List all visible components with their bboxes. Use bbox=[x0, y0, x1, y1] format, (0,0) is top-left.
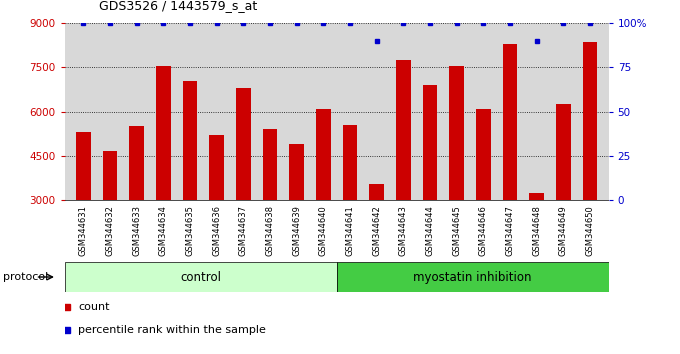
Bar bbox=[236, 88, 251, 200]
Bar bbox=[289, 144, 304, 200]
Bar bbox=[337, 262, 609, 292]
Bar bbox=[209, 135, 224, 200]
Text: GSM344647: GSM344647 bbox=[505, 205, 515, 256]
Text: GSM344639: GSM344639 bbox=[292, 205, 301, 256]
Bar bbox=[396, 60, 411, 200]
Text: GSM344634: GSM344634 bbox=[158, 205, 168, 256]
Text: GSM344642: GSM344642 bbox=[372, 205, 381, 256]
Bar bbox=[316, 109, 330, 200]
Text: GSM344641: GSM344641 bbox=[345, 205, 354, 256]
Bar bbox=[76, 132, 90, 200]
Bar bbox=[583, 42, 597, 200]
Bar bbox=[422, 85, 437, 200]
Bar bbox=[262, 129, 277, 200]
Text: percentile rank within the sample: percentile rank within the sample bbox=[78, 325, 266, 335]
Bar bbox=[129, 126, 144, 200]
Text: GSM344648: GSM344648 bbox=[532, 205, 541, 256]
Text: GSM344649: GSM344649 bbox=[559, 205, 568, 256]
Text: GSM344632: GSM344632 bbox=[105, 205, 114, 256]
Text: GSM344650: GSM344650 bbox=[585, 205, 594, 256]
Text: GSM344631: GSM344631 bbox=[79, 205, 88, 256]
Bar bbox=[343, 125, 357, 200]
Bar bbox=[556, 104, 571, 200]
Bar bbox=[103, 152, 117, 200]
Bar bbox=[529, 193, 544, 200]
Text: count: count bbox=[78, 302, 109, 312]
Text: GSM344636: GSM344636 bbox=[212, 205, 221, 256]
Text: GSM344637: GSM344637 bbox=[239, 205, 248, 256]
Text: GSM344638: GSM344638 bbox=[265, 205, 275, 256]
Bar bbox=[65, 262, 337, 292]
Bar bbox=[476, 109, 490, 200]
Bar bbox=[503, 44, 517, 200]
Text: GSM344644: GSM344644 bbox=[426, 205, 435, 256]
Text: GSM344635: GSM344635 bbox=[186, 205, 194, 256]
Bar bbox=[183, 80, 197, 200]
Text: GSM344645: GSM344645 bbox=[452, 205, 461, 256]
Text: myostatin inhibition: myostatin inhibition bbox=[413, 270, 532, 284]
Text: control: control bbox=[180, 270, 221, 284]
Bar bbox=[369, 184, 384, 200]
Text: protocol: protocol bbox=[3, 272, 49, 282]
Text: GSM344646: GSM344646 bbox=[479, 205, 488, 256]
Text: GDS3526 / 1443579_s_at: GDS3526 / 1443579_s_at bbox=[99, 0, 257, 12]
Bar bbox=[156, 66, 171, 200]
Bar bbox=[449, 66, 464, 200]
Text: GSM344633: GSM344633 bbox=[132, 205, 141, 256]
Text: GSM344640: GSM344640 bbox=[319, 205, 328, 256]
Text: GSM344643: GSM344643 bbox=[398, 205, 408, 256]
